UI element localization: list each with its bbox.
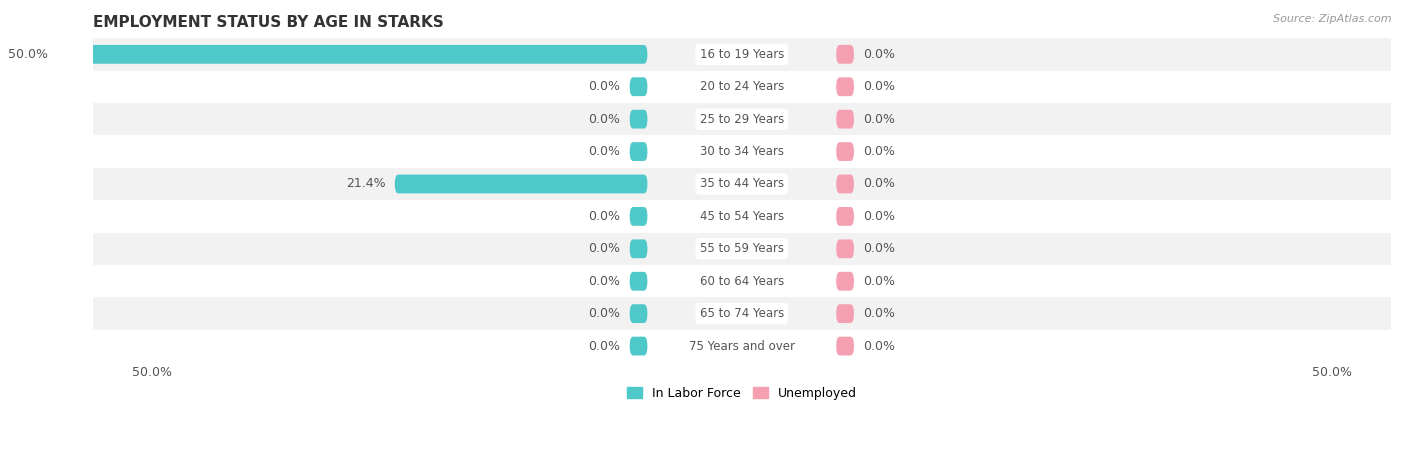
Bar [0,103,1406,135]
FancyBboxPatch shape [58,45,647,64]
Text: 0.0%: 0.0% [863,177,896,190]
Text: 0.0%: 0.0% [588,112,620,126]
Text: 0.0%: 0.0% [588,340,620,352]
Text: 0.0%: 0.0% [588,145,620,158]
Text: 0.0%: 0.0% [863,48,896,61]
FancyBboxPatch shape [630,304,647,323]
Text: 20 to 24 Years: 20 to 24 Years [700,80,785,93]
Text: EMPLOYMENT STATUS BY AGE IN STARKS: EMPLOYMENT STATUS BY AGE IN STARKS [93,15,443,30]
FancyBboxPatch shape [395,175,647,194]
FancyBboxPatch shape [630,337,647,356]
FancyBboxPatch shape [837,110,853,129]
Text: 25 to 29 Years: 25 to 29 Years [700,112,785,126]
Text: 0.0%: 0.0% [588,275,620,288]
Text: 16 to 19 Years: 16 to 19 Years [700,48,785,61]
Text: 0.0%: 0.0% [863,80,896,93]
FancyBboxPatch shape [837,142,853,161]
FancyBboxPatch shape [630,142,647,161]
FancyBboxPatch shape [837,175,853,194]
Text: 30 to 34 Years: 30 to 34 Years [700,145,783,158]
FancyBboxPatch shape [837,77,853,96]
Bar [0,297,1406,330]
Text: 50.0%: 50.0% [8,48,48,61]
FancyBboxPatch shape [837,239,853,258]
Bar [0,265,1406,297]
Text: 45 to 54 Years: 45 to 54 Years [700,210,785,223]
Text: 0.0%: 0.0% [863,210,896,223]
Text: 0.0%: 0.0% [588,242,620,255]
Text: 0.0%: 0.0% [588,210,620,223]
Text: 0.0%: 0.0% [863,275,896,288]
FancyBboxPatch shape [837,337,853,356]
Bar [0,71,1406,103]
Text: 60 to 64 Years: 60 to 64 Years [700,275,785,288]
Text: 0.0%: 0.0% [863,145,896,158]
Text: 0.0%: 0.0% [588,80,620,93]
FancyBboxPatch shape [630,77,647,96]
FancyBboxPatch shape [630,272,647,291]
Text: 35 to 44 Years: 35 to 44 Years [700,177,785,190]
Text: 65 to 74 Years: 65 to 74 Years [700,307,785,320]
Text: 0.0%: 0.0% [863,242,896,255]
Text: Source: ZipAtlas.com: Source: ZipAtlas.com [1274,14,1392,23]
Text: 55 to 59 Years: 55 to 59 Years [700,242,783,255]
Text: 0.0%: 0.0% [863,307,896,320]
FancyBboxPatch shape [630,110,647,129]
Bar [0,135,1406,168]
FancyBboxPatch shape [630,207,647,226]
Text: 0.0%: 0.0% [863,340,896,352]
FancyBboxPatch shape [630,239,647,258]
Legend: In Labor Force, Unemployed: In Labor Force, Unemployed [621,382,862,405]
Text: 21.4%: 21.4% [346,177,385,190]
Text: 0.0%: 0.0% [588,307,620,320]
Bar [0,168,1406,200]
Bar [0,330,1406,362]
FancyBboxPatch shape [837,272,853,291]
Bar [0,200,1406,233]
Bar [0,38,1406,71]
Bar [0,233,1406,265]
Text: 75 Years and over: 75 Years and over [689,340,794,352]
Text: 0.0%: 0.0% [863,112,896,126]
FancyBboxPatch shape [837,304,853,323]
FancyBboxPatch shape [837,45,853,64]
FancyBboxPatch shape [837,207,853,226]
